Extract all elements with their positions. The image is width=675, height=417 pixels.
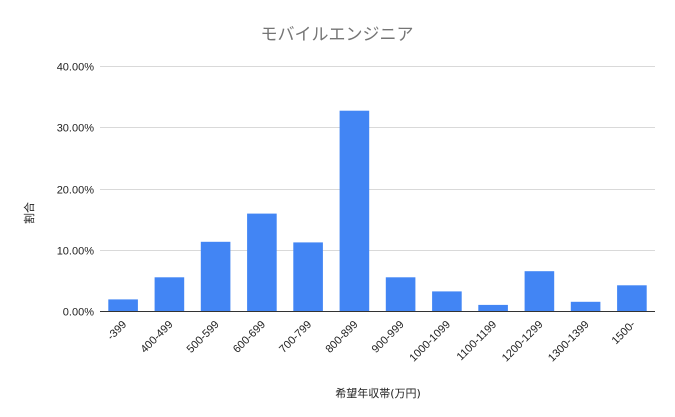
bar: [524, 271, 555, 311]
bar: [247, 213, 277, 311]
bar: [108, 299, 138, 311]
bar: [293, 242, 323, 311]
bar: [432, 291, 462, 311]
y-tick-label: 30.00%: [57, 123, 95, 135]
y-tick-label: 20.00%: [57, 185, 95, 197]
bars: [108, 110, 647, 311]
bar: [200, 241, 231, 311]
y-tick-label: 0.00%: [63, 307, 94, 319]
chart-title: モバイルエンジニア: [261, 25, 414, 45]
y-tick-label: 40.00%: [57, 62, 95, 74]
y-axis-label: 割合: [22, 202, 36, 224]
bar: [154, 277, 185, 311]
bar: [478, 304, 508, 311]
y-axis-ticks: 0.00% 10.00% 20.00% 30.00% 40.00%: [57, 62, 95, 319]
x-axis-label: 希望年収帯(万円): [335, 386, 421, 400]
bar: [339, 110, 370, 311]
bar: [617, 285, 647, 311]
bar: [570, 301, 601, 311]
y-tick-label: 10.00%: [57, 246, 95, 258]
bar: [385, 277, 416, 311]
